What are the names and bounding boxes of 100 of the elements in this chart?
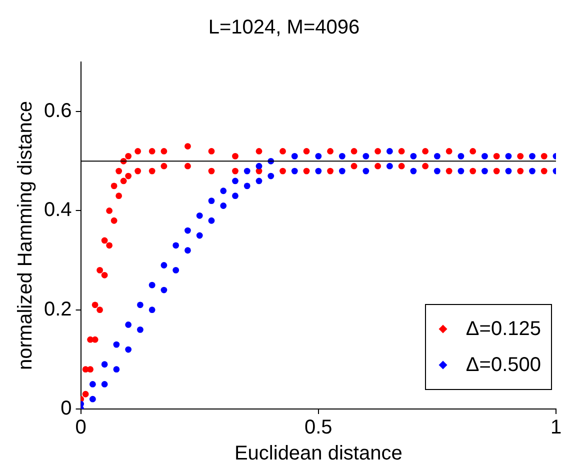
point bbox=[101, 272, 108, 278]
legend-label: Δ=0.125 bbox=[466, 317, 541, 342]
point bbox=[232, 178, 238, 184]
point bbox=[280, 148, 286, 154]
point bbox=[338, 168, 346, 174]
point bbox=[134, 168, 142, 174]
point bbox=[89, 381, 96, 388]
legend-label: Δ=0.500 bbox=[466, 353, 541, 378]
point bbox=[137, 302, 144, 308]
point bbox=[482, 152, 488, 160]
point bbox=[256, 178, 262, 184]
point bbox=[184, 227, 191, 234]
point bbox=[398, 162, 405, 170]
point bbox=[125, 172, 132, 180]
point bbox=[422, 148, 429, 154]
point bbox=[529, 168, 536, 174]
point bbox=[134, 148, 142, 154]
point bbox=[196, 212, 203, 219]
point bbox=[434, 152, 440, 160]
point bbox=[505, 152, 512, 160]
point bbox=[386, 162, 393, 170]
point bbox=[280, 168, 286, 174]
point bbox=[362, 168, 370, 174]
point bbox=[120, 178, 127, 184]
point bbox=[148, 306, 156, 314]
point bbox=[96, 267, 104, 274]
point bbox=[540, 168, 548, 174]
point bbox=[89, 396, 96, 402]
point bbox=[113, 366, 120, 373]
point bbox=[410, 152, 417, 160]
point bbox=[303, 168, 310, 174]
point bbox=[125, 152, 132, 160]
point bbox=[517, 152, 524, 160]
point bbox=[362, 152, 370, 160]
point bbox=[493, 152, 500, 160]
point bbox=[338, 152, 346, 160]
point bbox=[101, 381, 108, 388]
point bbox=[422, 162, 429, 170]
point bbox=[232, 152, 238, 160]
x-tick-label: 0.5 bbox=[304, 416, 332, 439]
point bbox=[505, 168, 512, 174]
point bbox=[446, 148, 452, 154]
point bbox=[268, 172, 274, 180]
point bbox=[386, 148, 393, 154]
point bbox=[220, 188, 227, 194]
point bbox=[470, 168, 476, 174]
point bbox=[315, 168, 322, 174]
point bbox=[244, 168, 250, 174]
point bbox=[137, 326, 144, 333]
point bbox=[184, 162, 191, 170]
point bbox=[110, 217, 118, 224]
point bbox=[529, 152, 536, 160]
point bbox=[101, 237, 108, 244]
point bbox=[208, 217, 215, 224]
point bbox=[244, 182, 250, 190]
point bbox=[116, 168, 122, 174]
point bbox=[106, 242, 113, 249]
point bbox=[446, 168, 452, 174]
point bbox=[87, 366, 94, 373]
point bbox=[92, 302, 98, 308]
point bbox=[493, 168, 500, 174]
point bbox=[232, 192, 238, 200]
point bbox=[374, 148, 381, 154]
point bbox=[482, 168, 488, 174]
point bbox=[96, 306, 104, 314]
x-tick-label: 1 bbox=[550, 416, 562, 439]
y-tick-label: 0.6 bbox=[44, 100, 72, 122]
point bbox=[160, 148, 168, 154]
point bbox=[116, 192, 122, 200]
point bbox=[458, 168, 464, 174]
point bbox=[374, 162, 381, 170]
point bbox=[350, 148, 358, 154]
point bbox=[256, 148, 262, 154]
point bbox=[160, 162, 168, 170]
point bbox=[350, 162, 358, 170]
point bbox=[434, 168, 440, 174]
point bbox=[327, 168, 334, 174]
point bbox=[172, 242, 180, 249]
point bbox=[398, 148, 405, 154]
point bbox=[148, 148, 156, 154]
point bbox=[101, 361, 108, 368]
point bbox=[82, 390, 89, 398]
x-tick-label: 0 bbox=[75, 416, 86, 439]
point bbox=[517, 168, 524, 174]
x-axis-title: Euclidean distance bbox=[234, 442, 402, 465]
point bbox=[160, 286, 168, 294]
point bbox=[184, 247, 191, 254]
point bbox=[458, 152, 464, 160]
point bbox=[410, 168, 417, 174]
point bbox=[291, 152, 298, 160]
point bbox=[113, 341, 120, 348]
point bbox=[125, 346, 132, 353]
point bbox=[303, 148, 310, 154]
point bbox=[540, 152, 548, 160]
point bbox=[196, 232, 203, 239]
point bbox=[148, 282, 156, 288]
point bbox=[208, 148, 215, 154]
point bbox=[92, 336, 98, 343]
y-tick-label: 0 bbox=[60, 398, 72, 420]
point bbox=[160, 262, 168, 268]
